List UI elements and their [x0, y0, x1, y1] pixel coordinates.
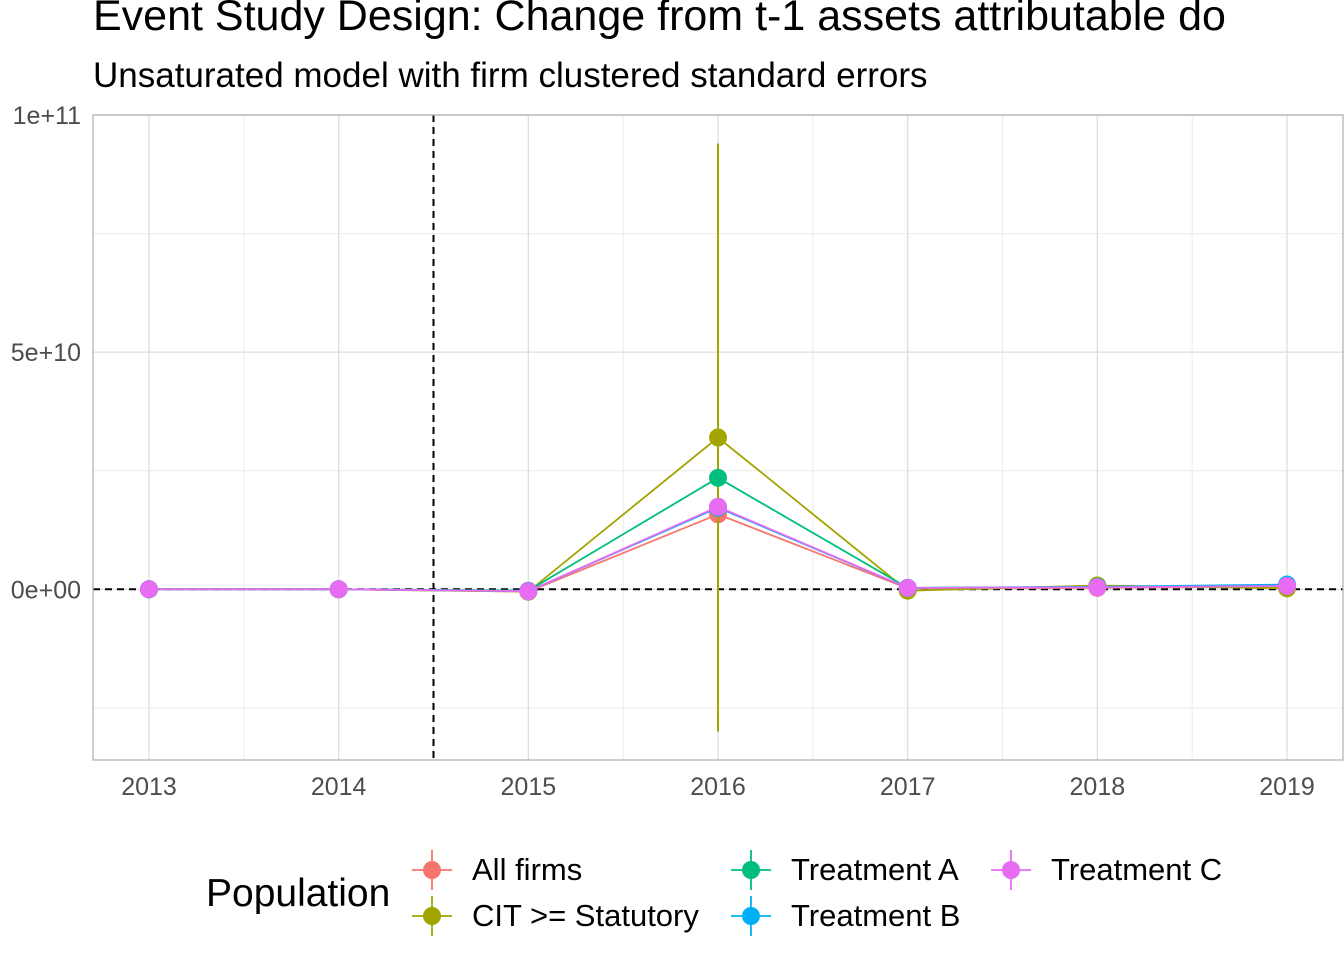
legend-item: CIT >= Statutory — [412, 896, 699, 936]
legend-item: Treatment A — [731, 850, 959, 890]
legend-item: All firms — [412, 850, 582, 890]
x-tick-label: 2013 — [121, 773, 177, 801]
legend-key-icon — [412, 896, 452, 936]
y-tick-label: 0e+00 — [11, 576, 81, 604]
legend-key-point — [423, 907, 441, 925]
axes: 2013 2014 2015 2016 2017 2018 2019 0e+00 5e+10 1e… — [11, 102, 1344, 801]
x-tick-label: 2014 — [311, 773, 367, 801]
x-tick-label: 2016 — [690, 773, 746, 801]
legend-key-icon — [731, 896, 771, 936]
legend-key-point — [1002, 861, 1020, 879]
legend-key-point — [742, 861, 760, 879]
legend: Population All firms CIT >= Statutory Trea… — [0, 840, 1344, 940]
plot-area: 2013 2014 2015 2016 2017 2018 2019 0e+00 5e+10 1e… — [11, 102, 1344, 801]
y-tick-label: 1e+11 — [13, 102, 81, 130]
legend-label: Treatment B — [791, 898, 961, 933]
y-tick-label: 5e+10 — [11, 339, 81, 367]
series — [140, 497, 1297, 601]
data-point — [140, 580, 158, 599]
legend-label: All firms — [472, 852, 583, 887]
data-point — [709, 468, 728, 487]
x-tick-label: 2015 — [501, 773, 557, 801]
chart-title: Event Study Design: Change from t-1 asse… — [93, 0, 1226, 40]
legend-item: Treatment B — [731, 896, 960, 936]
legend-title: Population — [206, 872, 391, 915]
legend-label: CIT >= Statutory — [472, 898, 699, 933]
legend-key-icon — [731, 850, 771, 890]
series-group — [140, 143, 1297, 732]
panel-border — [92, 114, 1344, 761]
legend-label: Treatment C — [1051, 852, 1223, 887]
data-point — [329, 580, 348, 599]
legend-key-icon — [991, 850, 1031, 890]
legend-item: Treatment C — [991, 850, 1222, 890]
data-point — [519, 582, 538, 601]
series — [140, 143, 1297, 732]
legend-key-icon — [412, 850, 452, 890]
chart-subtitle: Unsaturated model with firm clustered st… — [93, 56, 928, 95]
x-tick-label: 2017 — [880, 773, 936, 801]
data-point — [709, 497, 728, 516]
x-tick-label: 2019 — [1259, 773, 1315, 801]
data-point — [1278, 576, 1297, 595]
legend-key-point — [742, 907, 760, 925]
data-point — [1088, 578, 1107, 597]
legend-label: Treatment A — [791, 852, 959, 887]
x-tick-label: 2018 — [1070, 773, 1126, 801]
legend-key-point — [423, 861, 441, 879]
data-point — [709, 428, 728, 447]
data-point — [898, 578, 917, 597]
